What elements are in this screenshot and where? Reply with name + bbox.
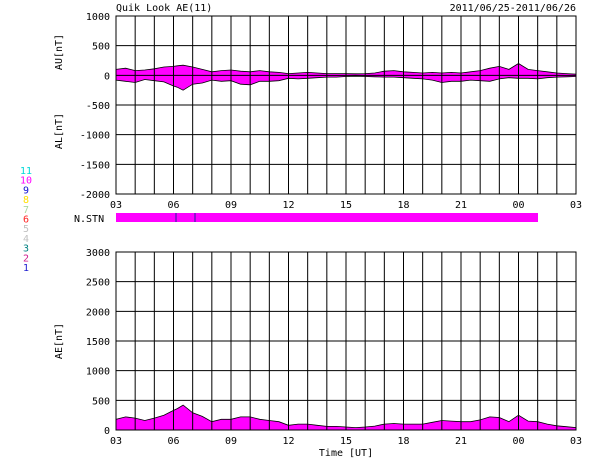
ae-grid [115, 251, 577, 431]
ytick-label: 0 [104, 71, 110, 82]
ytick-label: 2000 [86, 307, 110, 318]
ytick-label: 500 [92, 42, 110, 53]
xtick-label: 03 [110, 436, 122, 447]
station-legend-item: 10 [20, 176, 32, 187]
station-legend-item: 9 [23, 185, 29, 196]
ytick-label: 1000 [86, 367, 110, 378]
station-legend-item: 5 [23, 224, 29, 235]
au-al-grid [115, 15, 577, 195]
ytick-label: -1500 [80, 160, 110, 171]
station-legend-item: 1 [23, 263, 29, 274]
station-legend-item: 8 [23, 195, 29, 206]
au-al-panel: 1000 500 0 -500 -1000 -1500 -2000 03 06 09 12 15 18… [54, 12, 582, 211]
al-axis-label: AL[nT] [54, 113, 65, 149]
xtick-label: 06 [167, 436, 179, 447]
xtick-label: 18 [397, 200, 409, 211]
au-axis-label: AU[nT] [54, 34, 65, 70]
panel-frame [115, 251, 577, 431]
xtick-label: 03 [110, 200, 122, 211]
ytick-label: -500 [86, 101, 110, 112]
xtick-label: 03 [570, 200, 582, 211]
xtick-label: 12 [282, 200, 294, 211]
xtick-label: 18 [397, 436, 409, 447]
ytick-label: 3000 [86, 248, 110, 259]
ytick-label: 0 [104, 426, 110, 437]
xtick-label: 00 [512, 436, 524, 447]
station-legend-item: 2 [23, 253, 29, 264]
xtick-label: 15 [340, 436, 352, 447]
xtick-label: 03 [570, 436, 582, 447]
xtick-label: 12 [282, 436, 294, 447]
ae-axis-label: AE[nT] [54, 323, 65, 359]
chart-title: Quik Look AE(11) [116, 3, 212, 14]
station-legend-item: 3 [23, 244, 29, 255]
panel-frame [115, 15, 577, 195]
station-legend-item: 4 [23, 234, 29, 245]
ytick-label: 1500 [86, 337, 110, 348]
au-al-xtick-labels: 03 06 09 12 15 18 21 00 03 [110, 200, 582, 211]
ytick-label: -2000 [80, 190, 110, 201]
ae-xtick-labels: 03 06 09 12 15 18 21 00 03 [110, 436, 582, 447]
ytick-label: 1000 [86, 12, 110, 23]
ytick-label: -1000 [80, 131, 110, 142]
ae-ytick-labels: 3000 2500 2000 1500 1000 500 0 [86, 248, 110, 437]
station-legend-item: 6 [23, 215, 29, 226]
xtick-label: 21 [455, 200, 467, 211]
ytick-label: 500 [92, 396, 110, 407]
xtick-label: 09 [225, 200, 237, 211]
au-al-ytick-labels: 1000 500 0 -500 -1000 -1500 -2000 [80, 12, 110, 201]
x-axis-label: Time [UT] [319, 448, 373, 459]
xtick-label: 21 [455, 436, 467, 447]
xtick-label: 15 [340, 200, 352, 211]
xtick-label: 00 [512, 200, 524, 211]
xtick-label: 09 [225, 436, 237, 447]
date-range: 2011/06/25-2011/06/26 [450, 3, 576, 14]
station-legend-item: 11 [20, 166, 32, 177]
xtick-label: 06 [167, 200, 179, 211]
nstn-label: N.STN [74, 214, 104, 225]
ytick-label: 2500 [86, 278, 110, 289]
station-count-bar: N.STN [74, 213, 538, 225]
station-legend-item: 7 [23, 205, 29, 216]
nstn-band [116, 213, 538, 222]
